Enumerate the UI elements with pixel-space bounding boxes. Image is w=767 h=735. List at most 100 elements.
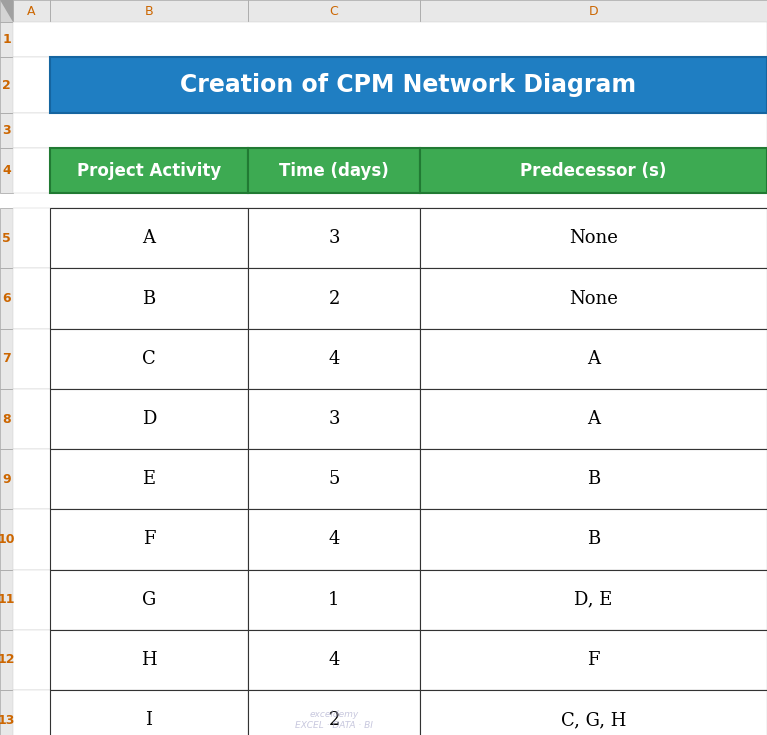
Text: 12: 12 — [0, 653, 15, 667]
Text: 3: 3 — [2, 124, 11, 137]
Bar — [0, 208, 13, 268]
Bar — [420, 148, 767, 193]
Text: 8: 8 — [2, 412, 11, 426]
Text: 7: 7 — [2, 352, 11, 365]
Bar — [0, 570, 13, 630]
Bar — [0, 113, 13, 148]
Bar — [248, 389, 420, 449]
Text: C: C — [330, 4, 338, 18]
Bar — [13, 268, 767, 329]
Bar — [0, 690, 13, 735]
Bar — [0, 630, 13, 690]
Bar — [50, 449, 248, 509]
Bar — [50, 0, 248, 22]
Bar — [0, 22, 13, 57]
Text: A: A — [143, 229, 156, 248]
Text: B: B — [143, 290, 156, 307]
Bar — [13, 22, 767, 57]
Text: 13: 13 — [0, 714, 15, 727]
Bar — [13, 389, 767, 449]
Bar — [13, 329, 767, 389]
Bar — [420, 570, 767, 630]
Bar — [248, 509, 420, 570]
Bar — [420, 268, 767, 329]
Bar — [13, 570, 767, 630]
Bar — [248, 329, 420, 389]
Text: D: D — [589, 4, 598, 18]
Bar — [420, 449, 767, 509]
Bar — [13, 208, 767, 268]
Bar — [0, 329, 13, 389]
Polygon shape — [0, 0, 13, 22]
Bar — [13, 630, 767, 690]
Bar — [0, 449, 13, 509]
Text: 5: 5 — [2, 232, 11, 245]
Bar — [248, 570, 420, 630]
Bar — [420, 0, 767, 22]
Text: Predecessor (s): Predecessor (s) — [520, 162, 667, 179]
Text: C, G, H: C, G, H — [561, 711, 626, 729]
Bar — [13, 0, 50, 22]
Text: 4: 4 — [328, 651, 340, 669]
Bar — [13, 509, 767, 570]
Text: None: None — [569, 290, 618, 307]
Text: B: B — [587, 531, 600, 548]
Text: A: A — [587, 350, 600, 368]
Text: 2: 2 — [328, 290, 340, 307]
Bar — [420, 630, 767, 690]
Text: 9: 9 — [2, 473, 11, 486]
Bar — [50, 329, 248, 389]
Text: 1: 1 — [2, 33, 11, 46]
Bar — [50, 148, 248, 193]
Text: 5: 5 — [328, 470, 340, 488]
Text: 10: 10 — [0, 533, 15, 546]
Bar — [248, 208, 420, 268]
Text: 11: 11 — [0, 593, 15, 606]
Text: 4: 4 — [328, 350, 340, 368]
Text: 3: 3 — [328, 229, 340, 248]
Text: C: C — [142, 350, 156, 368]
Text: G: G — [142, 591, 156, 609]
Bar — [248, 0, 420, 22]
Text: Creation of CPM Network Diagram: Creation of CPM Network Diagram — [180, 73, 637, 97]
Text: 6: 6 — [2, 292, 11, 305]
Text: B: B — [587, 470, 600, 488]
Bar — [420, 690, 767, 735]
Bar — [0, 57, 13, 113]
Bar — [13, 113, 767, 148]
Bar — [50, 630, 248, 690]
Text: None: None — [569, 229, 618, 248]
Text: 2: 2 — [328, 711, 340, 729]
Bar — [50, 509, 248, 570]
Text: I: I — [146, 711, 153, 729]
Bar — [0, 389, 13, 449]
Text: H: H — [141, 651, 156, 669]
Bar — [248, 449, 420, 509]
Bar — [50, 57, 767, 113]
Text: D: D — [142, 410, 156, 428]
Bar — [13, 449, 767, 509]
Bar — [248, 690, 420, 735]
Text: D, E: D, E — [574, 591, 613, 609]
Bar — [50, 389, 248, 449]
Bar — [0, 148, 13, 193]
Bar — [13, 690, 767, 735]
Bar — [50, 570, 248, 630]
Text: 1: 1 — [328, 591, 340, 609]
Bar — [420, 509, 767, 570]
Bar — [420, 389, 767, 449]
Text: 2: 2 — [2, 79, 11, 91]
Bar — [420, 208, 767, 268]
Text: F: F — [588, 651, 600, 669]
Text: B: B — [145, 4, 153, 18]
Bar — [50, 690, 248, 735]
Text: 3: 3 — [328, 410, 340, 428]
Text: A: A — [587, 410, 600, 428]
Text: 4: 4 — [2, 164, 11, 177]
Text: F: F — [143, 531, 155, 548]
Text: A: A — [28, 4, 36, 18]
Bar — [0, 268, 13, 329]
Bar — [0, 509, 13, 570]
Bar — [420, 329, 767, 389]
Text: Time (days): Time (days) — [279, 162, 389, 179]
